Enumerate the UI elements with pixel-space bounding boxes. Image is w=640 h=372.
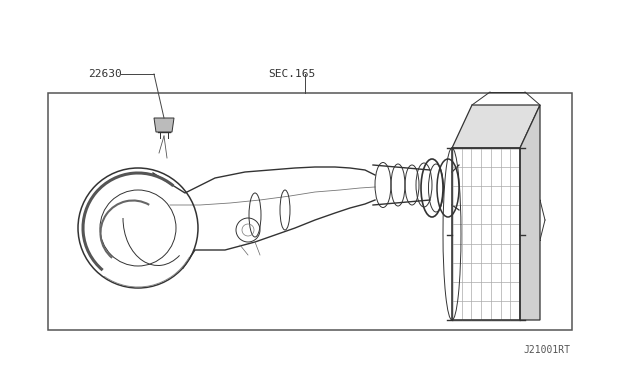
Text: 22630: 22630	[88, 69, 122, 79]
Text: SEC.165: SEC.165	[268, 69, 316, 79]
Text: J21001RT: J21001RT	[523, 345, 570, 355]
Polygon shape	[520, 105, 540, 320]
Polygon shape	[154, 118, 174, 132]
Polygon shape	[452, 148, 520, 320]
Bar	[48, 93, 572, 330]
Polygon shape	[452, 105, 540, 148]
